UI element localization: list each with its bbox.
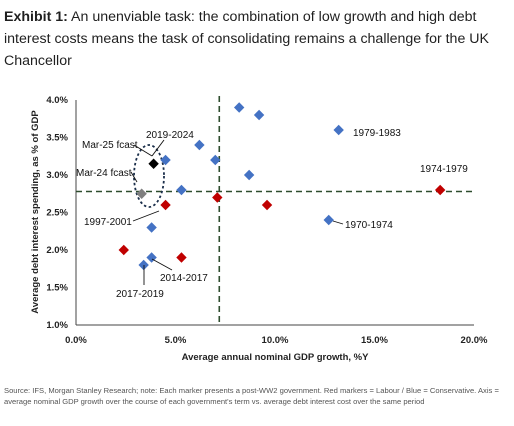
chart-frame xyxy=(75,100,474,326)
data-point-mar-25-fcast xyxy=(148,158,159,169)
annotation-mar25-fcast: Mar-25 fcast xyxy=(82,140,138,151)
data-point-conservative xyxy=(210,154,221,166)
y-tick-label: 4.0% xyxy=(46,95,68,106)
exhibit-label: Exhibit 1: xyxy=(4,9,68,25)
y-tick-label: 2.0% xyxy=(46,245,68,256)
x-tick-label: 20.0% xyxy=(461,335,488,346)
forecast-highlight-ellipse xyxy=(133,144,165,208)
data-point-conservative xyxy=(233,102,245,113)
x-tick-label: 5.0% xyxy=(165,335,187,346)
annotation-2014-2017: 2014-2017 xyxy=(160,273,208,284)
y-tick-label: 3.0% xyxy=(46,170,68,181)
data-point-conservative xyxy=(243,169,255,181)
annotation-mar24-fcast: Mar-24 fcast xyxy=(76,168,132,179)
y-tick-label: 3.5% xyxy=(46,133,68,144)
x-tick-label: 10.0% xyxy=(262,335,289,346)
data-point-conservative xyxy=(333,124,344,136)
x-axis-title: Average annual nominal GDP growth, %Y xyxy=(182,352,370,363)
exhibit-title: Exhibit 1: An unenviable task: the combi… xyxy=(4,6,510,72)
leader-line-1997-2001 xyxy=(132,210,160,222)
leader-line-1970-1974 xyxy=(332,220,344,225)
annotation-1970-1974: 1970-1974 xyxy=(345,220,393,231)
annotation-1974-1979: 1974-1979 xyxy=(420,164,468,175)
annotation-2017-2019: 2017-2019 xyxy=(116,289,164,300)
annotation-1979-1983: 1979-1983 xyxy=(353,128,401,139)
data-point-conservative xyxy=(160,154,171,166)
x-tick-label: 15.0% xyxy=(361,335,388,346)
source-note: Source: IFS, Morgan Stanley Research; no… xyxy=(4,386,499,406)
data-point-conservative xyxy=(194,139,205,151)
annotation-1997-2001: 1997-2001 xyxy=(84,217,132,228)
data-point-labour xyxy=(434,184,446,196)
markers-group xyxy=(118,102,446,271)
data-point-labour xyxy=(261,199,273,211)
data-point-conservative xyxy=(253,109,265,121)
y-tick-label: 1.5% xyxy=(46,283,68,294)
leader-line-mar25 xyxy=(133,144,153,157)
leader-line-2014-2017 xyxy=(151,258,173,271)
annotation-2019-2024: 2019-2024 xyxy=(146,130,194,141)
leader-line-mar24 xyxy=(130,171,138,183)
y-tick-label: 1.0% xyxy=(46,320,68,331)
x-tick-label: 0.0% xyxy=(65,335,87,346)
y-axis-title: Average debt interest spending, as % of … xyxy=(30,110,41,314)
data-point-conservative xyxy=(176,184,187,196)
data-point-mar-24-fcast xyxy=(136,188,147,199)
data-point-labour xyxy=(118,244,129,256)
exhibit-title-text: An unenviable task: the combination of l… xyxy=(4,9,489,69)
leader-line-2019-2024 xyxy=(151,139,165,157)
data-point-conservative xyxy=(146,222,157,233)
data-point-conservative xyxy=(323,214,334,226)
data-point-labour xyxy=(176,252,187,263)
y-tick-label: 2.5% xyxy=(46,208,68,219)
data-point-labour xyxy=(160,199,171,211)
data-point-labour xyxy=(212,192,223,203)
